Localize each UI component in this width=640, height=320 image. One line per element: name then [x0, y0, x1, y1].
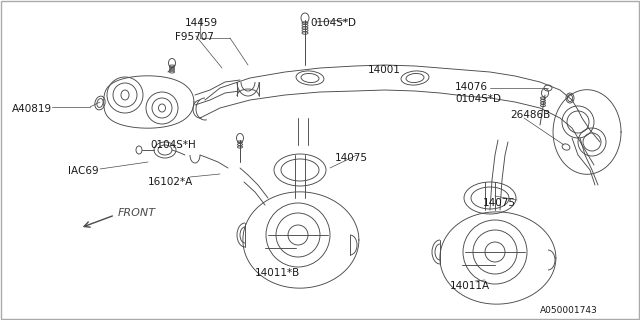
Polygon shape — [104, 76, 194, 128]
Polygon shape — [200, 65, 578, 138]
Polygon shape — [440, 212, 556, 304]
Text: A40819: A40819 — [12, 104, 52, 114]
Text: 14011A: 14011A — [450, 281, 490, 291]
Text: 14459: 14459 — [185, 18, 218, 28]
Text: 16102*A: 16102*A — [148, 177, 193, 187]
Text: 14001: 14001 — [368, 65, 401, 75]
Text: A050001743: A050001743 — [540, 306, 598, 315]
Text: F95707: F95707 — [175, 32, 214, 42]
Text: 14075: 14075 — [335, 153, 368, 163]
Text: 26486B: 26486B — [510, 110, 550, 120]
Text: IAC69: IAC69 — [68, 166, 99, 176]
Text: 14075: 14075 — [483, 198, 516, 208]
Text: 0104S*D: 0104S*D — [310, 18, 356, 28]
Text: 0104S*D: 0104S*D — [455, 94, 501, 104]
Polygon shape — [243, 192, 359, 288]
Text: 14076: 14076 — [455, 82, 488, 92]
Text: 0104S*H: 0104S*H — [150, 140, 196, 150]
Polygon shape — [553, 90, 621, 174]
Text: 14011*B: 14011*B — [255, 268, 300, 278]
Text: FRONT: FRONT — [118, 208, 156, 218]
